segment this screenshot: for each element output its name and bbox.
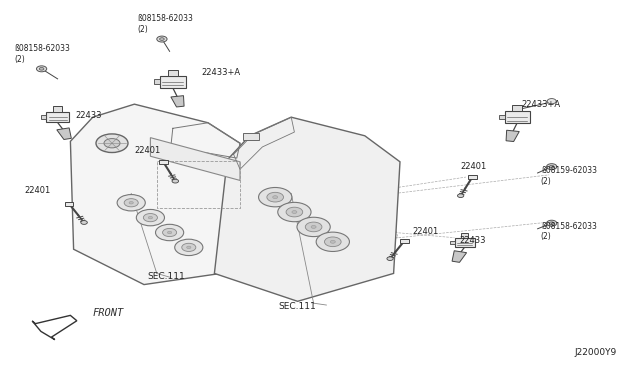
Circle shape (547, 220, 557, 226)
Text: 22401: 22401 (134, 146, 161, 155)
Circle shape (156, 224, 184, 241)
Circle shape (549, 222, 554, 225)
Bar (499, 115, 504, 119)
Bar (53, 106, 62, 112)
Circle shape (273, 196, 278, 199)
Bar (243, 133, 259, 140)
Circle shape (259, 187, 292, 207)
Circle shape (286, 207, 303, 217)
Bar (46, 112, 69, 122)
Bar (451, 241, 454, 244)
Circle shape (96, 134, 128, 153)
Circle shape (175, 239, 203, 256)
Bar (41, 115, 46, 119)
Circle shape (124, 199, 138, 207)
Circle shape (305, 222, 322, 232)
Text: ß08159-62033
(2): ß08159-62033 (2) (541, 166, 596, 186)
Text: 22433: 22433 (460, 236, 486, 245)
Bar (168, 70, 178, 76)
Bar (461, 233, 468, 238)
Polygon shape (70, 104, 240, 285)
Circle shape (159, 38, 164, 41)
Polygon shape (171, 96, 184, 107)
Circle shape (117, 195, 145, 211)
Bar (454, 238, 475, 247)
Circle shape (157, 36, 167, 42)
Circle shape (187, 246, 191, 248)
Circle shape (292, 211, 297, 214)
Circle shape (458, 194, 464, 198)
Circle shape (81, 221, 87, 224)
Text: FRONT: FRONT (93, 308, 124, 318)
Polygon shape (452, 251, 467, 262)
Circle shape (148, 217, 152, 219)
Circle shape (129, 202, 133, 204)
Text: 22401: 22401 (413, 227, 439, 236)
Circle shape (182, 243, 196, 251)
Bar (159, 160, 168, 164)
Polygon shape (214, 117, 400, 301)
Circle shape (136, 209, 164, 226)
Circle shape (163, 228, 177, 237)
Bar (513, 105, 522, 111)
Circle shape (547, 164, 557, 170)
Text: 22433: 22433 (76, 111, 102, 120)
Circle shape (330, 240, 335, 243)
Circle shape (316, 232, 349, 251)
Circle shape (549, 165, 554, 168)
Polygon shape (32, 315, 77, 340)
Bar (154, 80, 160, 84)
Bar (468, 175, 477, 179)
Circle shape (172, 179, 179, 183)
Bar (400, 239, 409, 243)
Polygon shape (506, 130, 519, 141)
Circle shape (547, 99, 556, 104)
Circle shape (324, 237, 341, 247)
Text: SEC.111: SEC.111 (147, 272, 185, 280)
Circle shape (387, 257, 393, 260)
Text: 22401: 22401 (24, 186, 51, 195)
Text: 22401: 22401 (461, 162, 487, 171)
Circle shape (36, 66, 47, 72)
Circle shape (311, 225, 316, 228)
Bar (160, 76, 186, 88)
Text: SEC.111: SEC.111 (278, 302, 316, 311)
Text: J22000Y9: J22000Y9 (575, 348, 617, 357)
Circle shape (104, 139, 120, 148)
Circle shape (297, 217, 330, 237)
Text: 22433+A: 22433+A (202, 68, 241, 77)
Polygon shape (57, 128, 71, 140)
Circle shape (278, 202, 311, 222)
Text: ß08158-62033
(2): ß08158-62033 (2) (541, 222, 596, 241)
Text: ß08158-62033
(2): ß08158-62033 (2) (138, 15, 193, 34)
Bar (504, 111, 530, 123)
Circle shape (39, 67, 44, 70)
Circle shape (168, 231, 172, 234)
Polygon shape (150, 138, 240, 180)
Text: ß08158-62033
(2): ß08158-62033 (2) (14, 44, 70, 64)
Circle shape (143, 214, 157, 222)
Circle shape (267, 192, 284, 202)
Bar (65, 202, 74, 206)
Text: 22433+A: 22433+A (522, 100, 561, 109)
